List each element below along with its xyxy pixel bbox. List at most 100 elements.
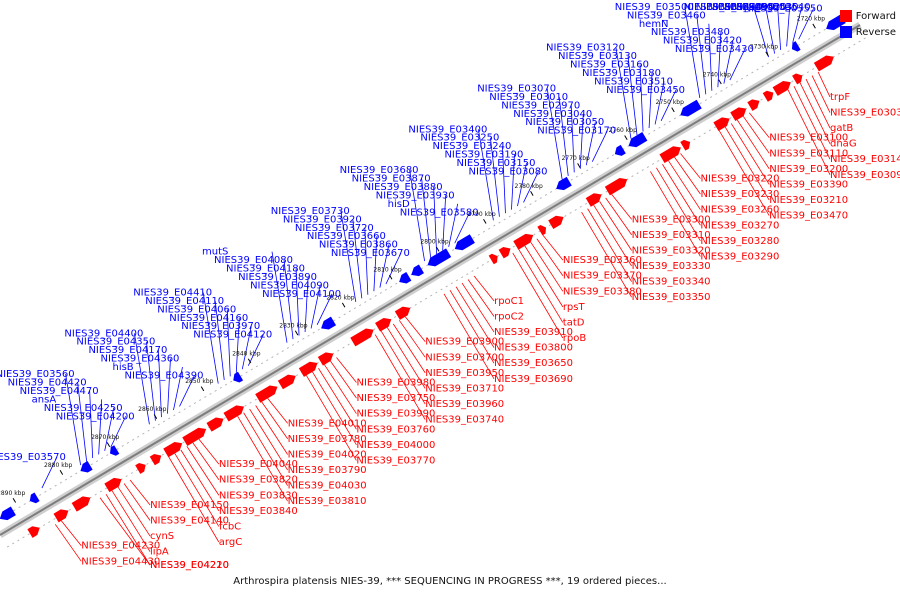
reverse-gene-label: NIES39_E03490 — [696, 2, 775, 13]
forward-gene-label: NIES39_E03950 — [425, 368, 504, 379]
reverse-gene-label: NIES39_E03180 — [582, 68, 661, 79]
reverse-gene-label: NIES39_E03460 — [627, 10, 706, 21]
reverse-leader — [241, 326, 252, 370]
kbp-tick-label: 2860 kbp — [138, 406, 166, 413]
forward-leader — [718, 130, 770, 216]
forward-gene-label: NIES39_E03690 — [494, 374, 573, 385]
reverse-leader — [89, 390, 94, 458]
reverse-gene-label: NIES39_E03080 — [469, 166, 548, 177]
forward-leader — [605, 197, 632, 236]
forward-gene-label: cynS — [150, 531, 174, 542]
reverse-leader — [409, 170, 425, 262]
forward-leader — [255, 405, 288, 455]
reverse-gene-label: NIES39_E03570 — [0, 452, 66, 463]
kbp-tick — [12, 497, 17, 503]
reverse-gene-label: NIES39_E02970 — [501, 100, 580, 111]
reverse-leader — [546, 88, 563, 180]
reverse-gene-label: NIES39_E03930 — [376, 190, 455, 201]
forward-gene-label: NIES39_E03210 — [769, 195, 848, 206]
reverse-leader — [511, 154, 515, 210]
forward-gene-label: tatD — [563, 317, 585, 328]
reverse-gene-label: NIES39_E04060 — [157, 304, 236, 315]
reverse-leader — [777, 6, 782, 51]
forward-leader — [174, 453, 220, 527]
forward-leader — [536, 238, 564, 276]
reverse-gene-label: NIES39_E03680 — [340, 165, 419, 176]
kbp-tick — [577, 163, 581, 168]
forward-leader — [336, 357, 357, 383]
reverse-leader — [340, 210, 357, 302]
forward-leader — [398, 320, 426, 358]
forward-leader — [237, 415, 288, 502]
reverse-leader — [579, 113, 584, 169]
forward-leader — [587, 208, 632, 282]
kbp-tick-label: 2840 kbp — [232, 350, 260, 357]
forward-leader — [542, 234, 564, 261]
forward-gene-label: NIES39_E03320 — [632, 245, 711, 256]
forward-gene-label: NIES39_E04230 — [81, 541, 160, 552]
forward-gene-label: NIES39_E03140 — [830, 154, 900, 165]
leader-lines — [41, 6, 831, 566]
reverse-leader — [373, 236, 378, 292]
forward-gene-label: NIES39_E03990 — [356, 409, 435, 420]
kbp-tick-label: 2810 kbp — [373, 267, 401, 274]
forward-gene-label: NIES39_E03790 — [288, 465, 367, 476]
forward-gene — [488, 253, 498, 265]
reverse-leader — [364, 227, 369, 295]
reverse-leader — [627, 56, 638, 136]
reverse-leader — [104, 407, 115, 451]
forward-leader — [60, 520, 82, 546]
forward-gene-label: NIES39_E03910 — [494, 327, 573, 338]
forward-leader — [54, 524, 82, 562]
forward-gene-label: NIES39_E03800 — [494, 343, 573, 354]
forward-gene-label: NIES39_E04040 — [219, 459, 298, 470]
reverse-gene-label: NIES39_E03500 — [615, 2, 694, 13]
forward-swatch — [839, 10, 852, 22]
reverse-leader — [158, 350, 162, 418]
reverse-leader — [146, 341, 156, 421]
forward-gene — [149, 454, 162, 466]
forward-gene-label: NIES39_E04150 — [150, 500, 229, 511]
reverse-gene-label: NIES39_E04090 — [250, 280, 329, 291]
forward-leader — [180, 449, 220, 512]
reverse-leader — [379, 244, 390, 288]
forward-leader — [330, 360, 357, 399]
forward-leader — [811, 75, 831, 113]
reverse-leader — [753, 6, 769, 58]
forward-leader — [730, 123, 770, 185]
forward-gene — [604, 178, 628, 196]
forward-leader — [198, 438, 220, 465]
forward-leader — [243, 412, 288, 486]
forward-gene-label: rpsT — [563, 302, 586, 313]
forward-gene — [223, 405, 245, 422]
reverse-gene-label: NIES39_E03720 — [295, 223, 374, 234]
forward-gene — [163, 441, 183, 458]
reverse-leader — [202, 292, 219, 384]
reverse-leader — [717, 32, 722, 88]
reverse-gene-label: hemN — [639, 19, 669, 30]
gene-labels: NIES39_E03550NIES39_E03540NIES39_E03530N… — [0, 2, 900, 571]
forward-gene — [27, 526, 40, 538]
forward-gene-label: NIES39_E04430 — [81, 556, 160, 567]
kbp-tick-label: 2820 kbp — [326, 294, 354, 301]
reverse-gene-label: NIES39_E04360 — [100, 354, 179, 365]
reverse-gene — [0, 506, 16, 521]
reverse-gene — [411, 264, 424, 277]
forward-gene-label: NIES39_E03110 — [769, 148, 848, 159]
forward-gene-label: NIES39_E03100 — [769, 133, 848, 144]
forward-leader — [650, 171, 701, 257]
reverse-leader — [792, 6, 803, 43]
reverse-leader — [723, 40, 734, 84]
reverse-gene — [791, 41, 801, 52]
forward-leader — [105, 494, 151, 566]
reverse-leader — [523, 171, 539, 203]
forward-leader — [524, 245, 564, 308]
forward-leader — [312, 371, 357, 446]
reverse-gene-label: NIES39_E04470 — [20, 386, 99, 397]
reverse-gene — [680, 99, 702, 117]
reverse-leader — [448, 203, 459, 247]
reverse-gene-label: NIES39_E03510 — [594, 76, 673, 87]
reverse-gene-label: NIES39_E03560 — [0, 369, 75, 380]
reverse-gene — [556, 176, 572, 191]
